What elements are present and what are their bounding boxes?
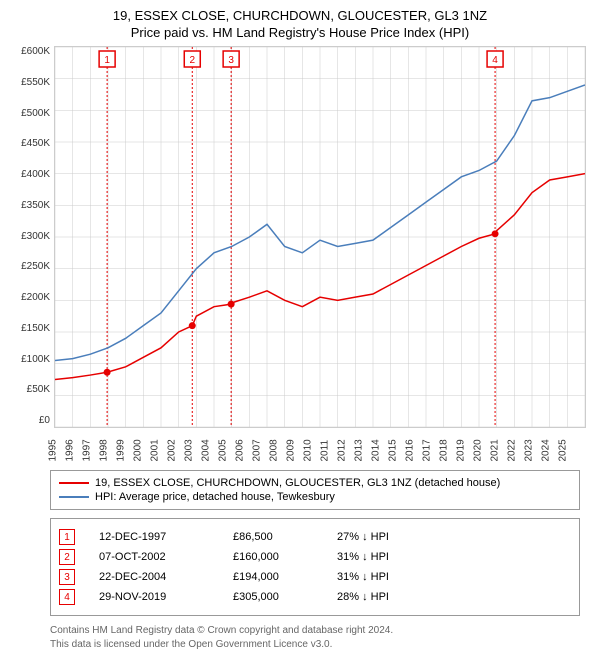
event-marker: 2 — [59, 549, 75, 565]
legend-label: HPI: Average price, detached house, Tewk… — [95, 491, 335, 503]
event-delta: 27% ↓ HPI — [337, 531, 389, 543]
event-date: 12-DEC-1997 — [99, 531, 209, 543]
chart-area: £600K £550K £500K £450K £400K £350K £300K £250K… — [10, 46, 590, 428]
event-delta: 31% ↓ HPI — [337, 551, 389, 563]
y-tick-label: £550K — [10, 77, 50, 88]
legend-item: 19, ESSEX CLOSE, CHURCHDOWN, GLOUCESTER,… — [59, 477, 571, 489]
y-tick-label: £0 — [10, 415, 50, 426]
y-axis-labels: £600K £550K £500K £450K £400K £350K £300K £250K… — [10, 46, 54, 426]
line-chart-svg: 1 2 3 4 — [54, 46, 586, 428]
event-row: 3 22-DEC-2004 £194,000 31% ↓ HPI — [59, 569, 571, 585]
event-row: 2 07-OCT-2002 £160,000 31% ↓ HPI — [59, 549, 571, 565]
y-tick-label: £200K — [10, 292, 50, 303]
y-tick-label: £250K — [10, 261, 50, 272]
event-date: 07-OCT-2002 — [99, 551, 209, 563]
svg-text:4: 4 — [492, 55, 498, 66]
event-price: £194,000 — [233, 571, 313, 583]
chart-container: 19, ESSEX CLOSE, CHURCHDOWN, GLOUCESTER,… — [0, 0, 600, 660]
y-tick-label: £300K — [10, 231, 50, 242]
legend-box: 19, ESSEX CLOSE, CHURCHDOWN, GLOUCESTER,… — [50, 470, 580, 510]
event-delta: 31% ↓ HPI — [337, 571, 389, 583]
event-price: £160,000 — [233, 551, 313, 563]
legend-item: HPI: Average price, detached house, Tewk… — [59, 491, 571, 503]
event-price: £86,500 — [233, 531, 313, 543]
y-tick-label: £600K — [10, 46, 50, 57]
footer-line1: Contains HM Land Registry data © Crown c… — [50, 624, 580, 638]
svg-text:1: 1 — [104, 55, 110, 66]
chart-title-line2: Price paid vs. HM Land Registry's House … — [10, 25, 590, 40]
y-tick-label: £400K — [10, 169, 50, 180]
y-tick-label: £100K — [10, 354, 50, 365]
svg-text:2: 2 — [189, 55, 195, 66]
event-delta: 28% ↓ HPI — [337, 591, 389, 603]
legend-swatch — [59, 496, 89, 498]
y-tick-label: £50K — [10, 384, 50, 395]
x-axis-labels: 1995199619971998199920002001200220032004… — [54, 428, 590, 458]
y-tick-label: £450K — [10, 138, 50, 149]
event-date: 29-NOV-2019 — [99, 591, 209, 603]
event-marker: 4 — [59, 589, 75, 605]
events-table: 1 12-DEC-1997 £86,500 27% ↓ HPI 2 07-OCT-2002… — [50, 518, 580, 616]
chart-title-line1: 19, ESSEX CLOSE, CHURCHDOWN, GLOUCESTER,… — [10, 8, 590, 23]
legend-swatch — [59, 482, 89, 484]
legend-label: 19, ESSEX CLOSE, CHURCHDOWN, GLOUCESTER,… — [95, 477, 500, 489]
y-tick-label: £500K — [10, 108, 50, 119]
event-row: 1 12-DEC-1997 £86,500 27% ↓ HPI — [59, 529, 571, 545]
footer-text: Contains HM Land Registry data © Crown c… — [50, 624, 580, 652]
event-date: 22-DEC-2004 — [99, 571, 209, 583]
footer-line2: This data is licensed under the Open Gov… — [50, 638, 580, 652]
x-tick-label: 2025 — [558, 445, 588, 462]
svg-text:3: 3 — [228, 55, 234, 66]
event-row: 4 29-NOV-2019 £305,000 28% ↓ HPI — [59, 589, 571, 605]
event-marker: 3 — [59, 569, 75, 585]
y-tick-label: £350K — [10, 200, 50, 211]
y-tick-label: £150K — [10, 323, 50, 334]
event-price: £305,000 — [233, 591, 313, 603]
event-marker: 1 — [59, 529, 75, 545]
